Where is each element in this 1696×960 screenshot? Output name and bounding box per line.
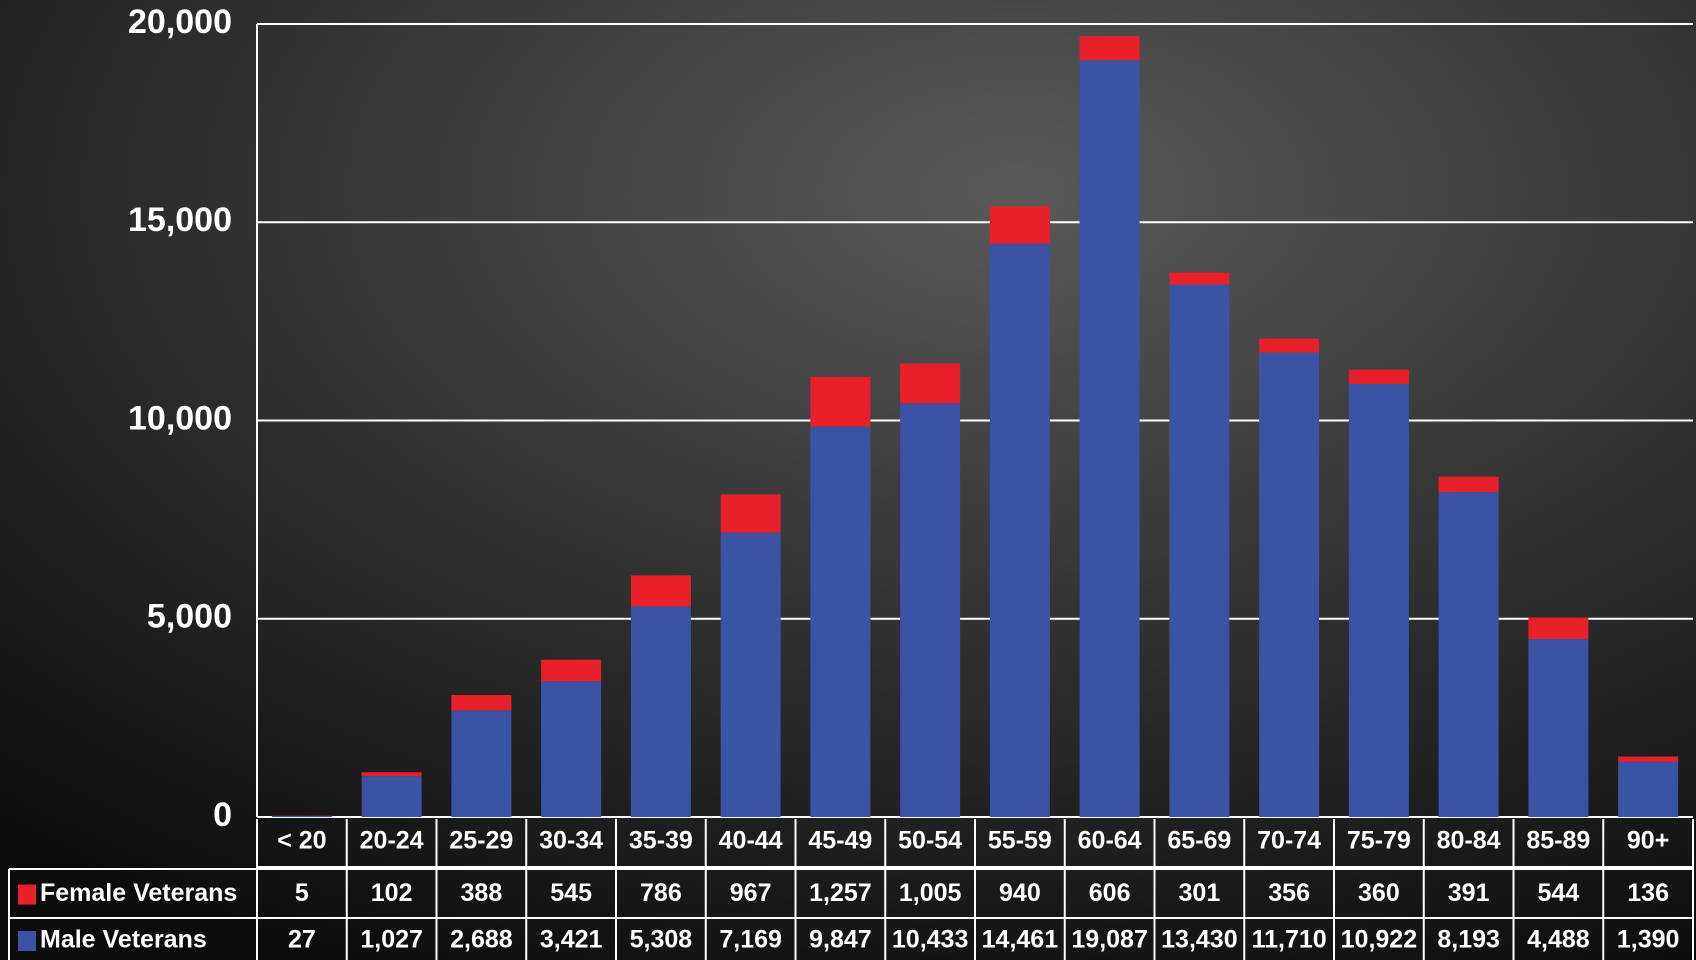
x-tick-label: 40-44 <box>719 827 783 855</box>
x-tick-label: 60-64 <box>1078 827 1142 855</box>
bar-segment <box>1438 492 1499 817</box>
bar-segment <box>720 532 781 817</box>
x-tick-label: 50-54 <box>898 827 962 855</box>
table-value: 1,027 <box>360 926 423 954</box>
table-value: 301 <box>1179 879 1221 907</box>
table-value: 27 <box>288 926 316 954</box>
bar-segment <box>451 710 512 817</box>
table-value: 11,710 <box>1252 926 1327 954</box>
x-tick-label: 85-89 <box>1526 827 1590 855</box>
bar-segment <box>1259 352 1320 817</box>
y-tick-label: 20,000 <box>128 3 232 41</box>
bar-segment <box>1348 383 1409 817</box>
bar-segment <box>1438 476 1499 493</box>
table-value: 8,193 <box>1437 926 1500 954</box>
table-value: 14,461 <box>982 926 1059 954</box>
bar-segment <box>451 695 512 711</box>
table-value: 606 <box>1089 879 1131 907</box>
table-value: 1,005 <box>899 879 962 907</box>
table-value: 1,257 <box>809 879 872 907</box>
bar-segment <box>1618 756 1679 762</box>
table-value: 1,390 <box>1617 926 1680 954</box>
legend-label: Female Veterans <box>40 879 237 907</box>
table-value: 4,488 <box>1527 926 1590 954</box>
y-tick-label: 0 <box>213 796 232 834</box>
y-tick-label: 15,000 <box>128 201 232 239</box>
bar-segment <box>1528 617 1589 640</box>
x-tick-label: 75-79 <box>1347 827 1411 855</box>
bar-segment <box>361 776 422 817</box>
y-tick-label: 10,000 <box>128 399 232 437</box>
table-value: 3,421 <box>540 926 603 954</box>
legend-label: Male Veterans <box>40 926 207 954</box>
table-value: 356 <box>1268 879 1310 907</box>
bar-segment <box>630 575 691 607</box>
x-tick-label: 25-29 <box>449 827 513 855</box>
bar-segment <box>810 376 871 427</box>
bar-segment <box>271 815 332 817</box>
bar-segment <box>1348 369 1409 384</box>
x-tick-label: 30-34 <box>539 827 603 855</box>
bar-segment <box>900 363 961 404</box>
x-tick-label: 45-49 <box>808 827 872 855</box>
x-tick-label: 20-24 <box>360 827 424 855</box>
table-value: 786 <box>640 879 682 907</box>
table-value: 5,308 <box>630 926 693 954</box>
table-value: 102 <box>371 879 413 907</box>
table-value: 940 <box>999 879 1041 907</box>
legend-swatch <box>18 931 36 951</box>
table-value: 136 <box>1627 879 1669 907</box>
x-tick-label: 55-59 <box>988 827 1052 855</box>
table-value: 7,169 <box>719 926 782 954</box>
y-tick-label: 5,000 <box>147 598 232 636</box>
bar-segment <box>361 772 422 777</box>
table-value: 2,688 <box>450 926 513 954</box>
bar-segment <box>989 206 1050 244</box>
bar-segment <box>541 659 602 682</box>
table-value: 13,430 <box>1161 926 1237 954</box>
bar-segment <box>630 606 691 817</box>
x-tick-label: 70-74 <box>1257 827 1321 855</box>
bar-segment <box>1079 36 1140 61</box>
bar-segment <box>1169 284 1230 817</box>
x-tick-label: 80-84 <box>1437 827 1501 855</box>
table-value: 544 <box>1538 879 1580 907</box>
x-tick-label: < 20 <box>277 827 326 855</box>
table-value: 19,087 <box>1071 926 1147 954</box>
table-value: 10,922 <box>1341 926 1417 954</box>
bar-segment <box>1528 639 1589 817</box>
bar-segment <box>1169 272 1230 285</box>
table-value: 10,433 <box>892 926 968 954</box>
table-value: 545 <box>550 879 592 907</box>
bar-segment <box>720 494 781 533</box>
table-value: 5 <box>295 879 309 907</box>
table-value: 388 <box>461 879 503 907</box>
x-tick-label: 35-39 <box>629 827 693 855</box>
legend-swatch <box>18 884 36 905</box>
bar-segment <box>1079 60 1140 818</box>
x-tick-label: 65-69 <box>1167 827 1231 855</box>
table-value: 360 <box>1358 879 1400 907</box>
bar-segment <box>900 403 961 817</box>
bar-segment <box>1618 761 1679 817</box>
bar-segment <box>810 426 871 817</box>
bar-segment <box>541 681 602 817</box>
table-value: 9,847 <box>809 926 872 954</box>
bar-segment <box>1259 338 1320 353</box>
x-tick-label: 90+ <box>1627 827 1669 855</box>
table-value: 391 <box>1448 879 1490 907</box>
bar-segment <box>989 243 1050 818</box>
table-value: 967 <box>730 879 772 907</box>
